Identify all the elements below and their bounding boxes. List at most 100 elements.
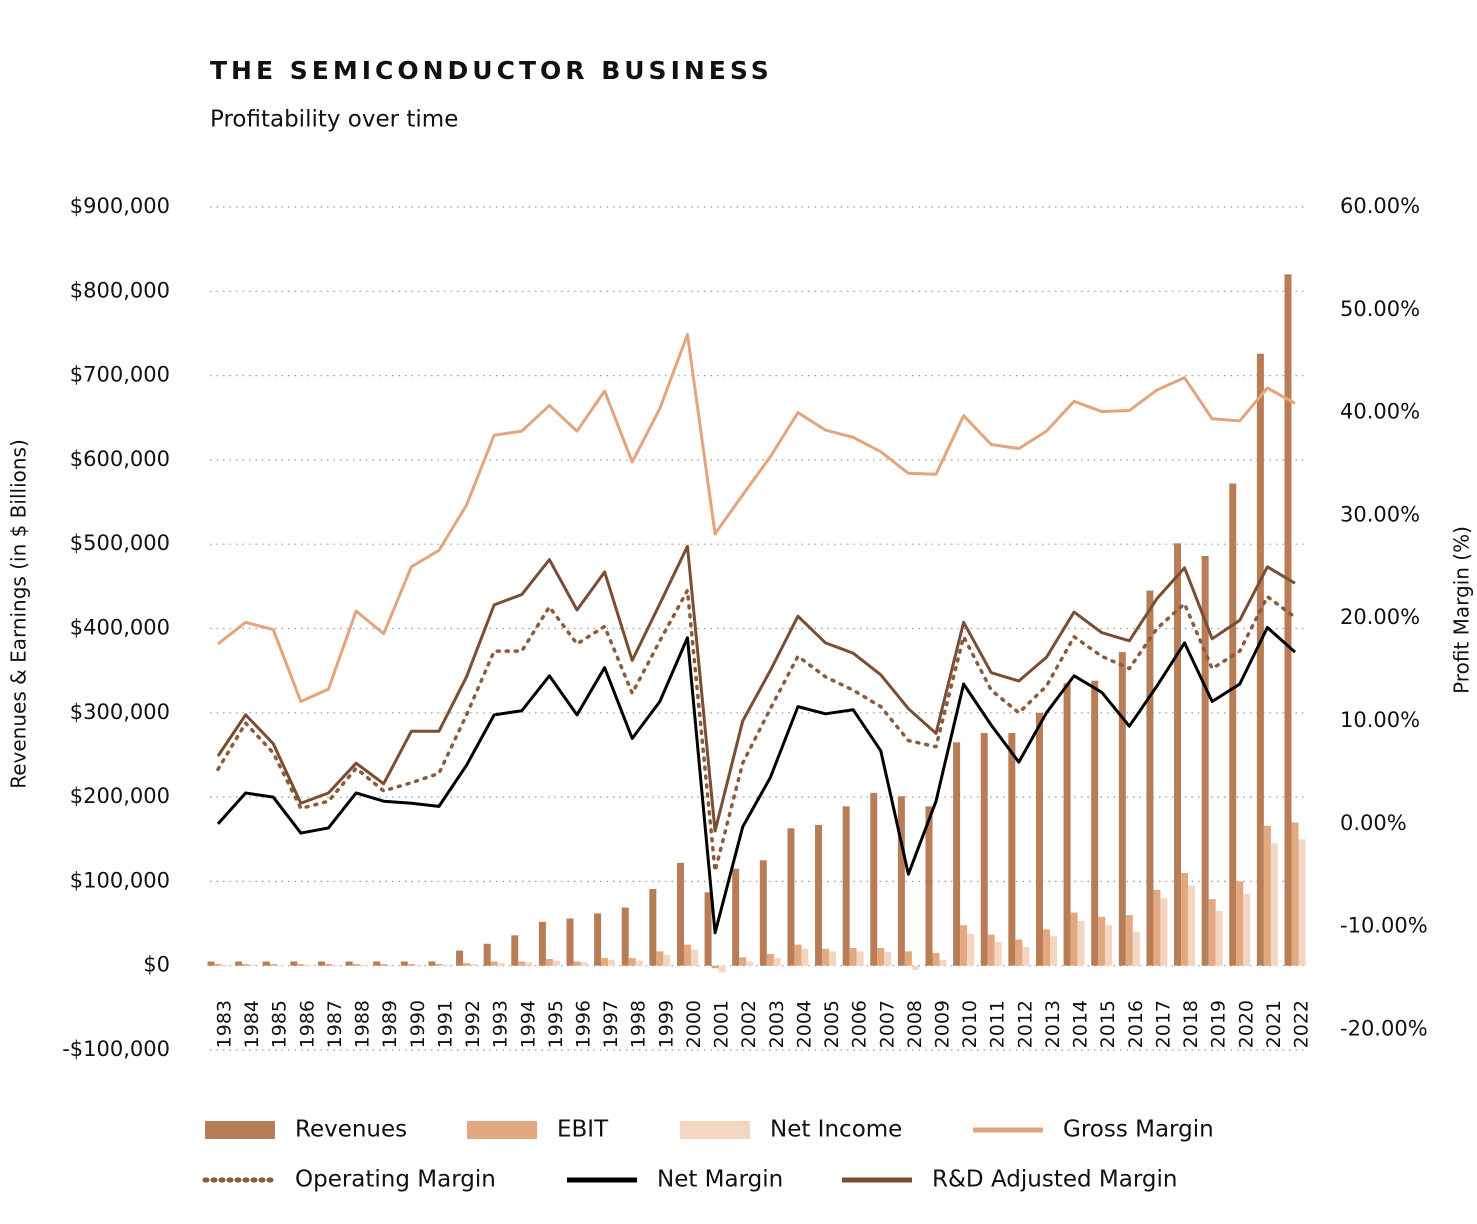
bar [994,942,1002,966]
bar [1298,839,1306,966]
y2-tick-label: -10.00% [1340,914,1428,938]
bar [773,958,781,966]
bar [1236,881,1244,966]
x-tick-label: 1988 [352,1000,374,1048]
bar [324,964,332,966]
x-tick-label: 2010 [959,1000,981,1048]
y-tick-label: $400,000 [70,616,170,640]
bar [276,964,284,966]
bar [249,964,257,966]
bar [566,918,574,966]
bar [1243,894,1251,966]
x-tick-label: 2000 [683,1000,705,1048]
x-tick-label: 1998 [628,1000,650,1048]
bar [815,824,823,966]
bar [1146,590,1154,966]
y-tick-label: $200,000 [70,784,170,808]
bar [1063,683,1071,966]
x-tick-label: 1993 [490,1000,512,1048]
bar [373,961,381,966]
bar [953,742,961,966]
bar [573,961,581,966]
bar [207,961,215,966]
y2-tick-label: 20.00% [1340,605,1420,629]
x-tick-label: 1985 [269,1000,291,1048]
bar [829,951,837,966]
legend-label: Operating Margin [295,1167,496,1193]
bar [1284,274,1292,966]
bar [621,907,629,966]
x-tick-label: 2007 [876,1000,898,1048]
bar [1098,916,1106,966]
x-tick-label: 2019 [1208,1000,1230,1048]
bar [483,943,491,966]
x-tick-label: 1997 [600,1000,622,1048]
bar [1132,931,1140,966]
x-tick-label: 2002 [738,1000,760,1048]
bar [414,964,422,966]
bar [656,951,664,966]
bar [980,733,988,966]
bar [1208,899,1216,966]
bar [1008,733,1016,966]
x-tick-label: 2005 [821,1000,843,1048]
bar [470,964,478,966]
bar [704,892,712,966]
x-tick-label: 1991 [434,1000,456,1048]
bar [856,951,864,966]
bar [1256,353,1264,966]
bar [269,964,277,966]
y2-tick-label: 40.00% [1340,400,1420,424]
bar [911,965,919,970]
bar [304,964,312,966]
chart-title: THE SEMICONDUCTOR BUSINESS [210,56,773,85]
bar [380,964,388,966]
bar [1270,843,1278,966]
x-tick-label: 2017 [1152,1000,1174,1048]
bar [463,963,471,966]
x-tick-label: 2020 [1235,1000,1257,1048]
x-tick-label: 2018 [1180,1000,1202,1048]
y2-tick-label: 50.00% [1340,297,1420,321]
x-tick-label: 2001 [711,1000,733,1048]
x-tick-label: 1994 [517,1000,539,1048]
bar [594,913,602,966]
x-tick-label: 2014 [1070,1000,1092,1048]
y-tick-label: $700,000 [70,363,170,387]
bar [635,960,643,966]
line [217,332,1296,703]
bar [822,948,830,966]
bar [711,965,719,969]
x-tick-label: 1983 [214,1000,236,1048]
x-tick-label: 2013 [1042,1000,1064,1048]
x-tick-label: 1999 [655,1000,677,1048]
bar [262,961,270,966]
bar [690,949,698,966]
bar [1105,925,1113,966]
x-tick-label: 2011 [987,1000,1009,1048]
x-tick-label: 2012 [1014,1000,1036,1048]
x-tick-label: 2003 [766,1000,788,1048]
line [216,588,1297,873]
bar [1118,652,1126,966]
bar [538,921,546,966]
bar [746,961,754,966]
bar [1077,921,1085,966]
bar [1291,822,1299,966]
y2-tick-label: 0.00% [1340,811,1407,835]
bar [490,961,498,966]
bar [794,944,802,966]
y-tick-label: $800,000 [70,278,170,302]
y2-tick-label: 10.00% [1340,708,1420,732]
bar [925,806,933,966]
x-tick-label: 2006 [849,1000,871,1048]
bar [649,888,657,966]
legend-label: Net Income [770,1117,902,1143]
bar [1263,825,1271,966]
bar [732,868,740,966]
bar [1201,556,1209,966]
x-tick-label: 2008 [904,1000,926,1048]
bar [1091,680,1099,966]
bar [842,806,850,966]
